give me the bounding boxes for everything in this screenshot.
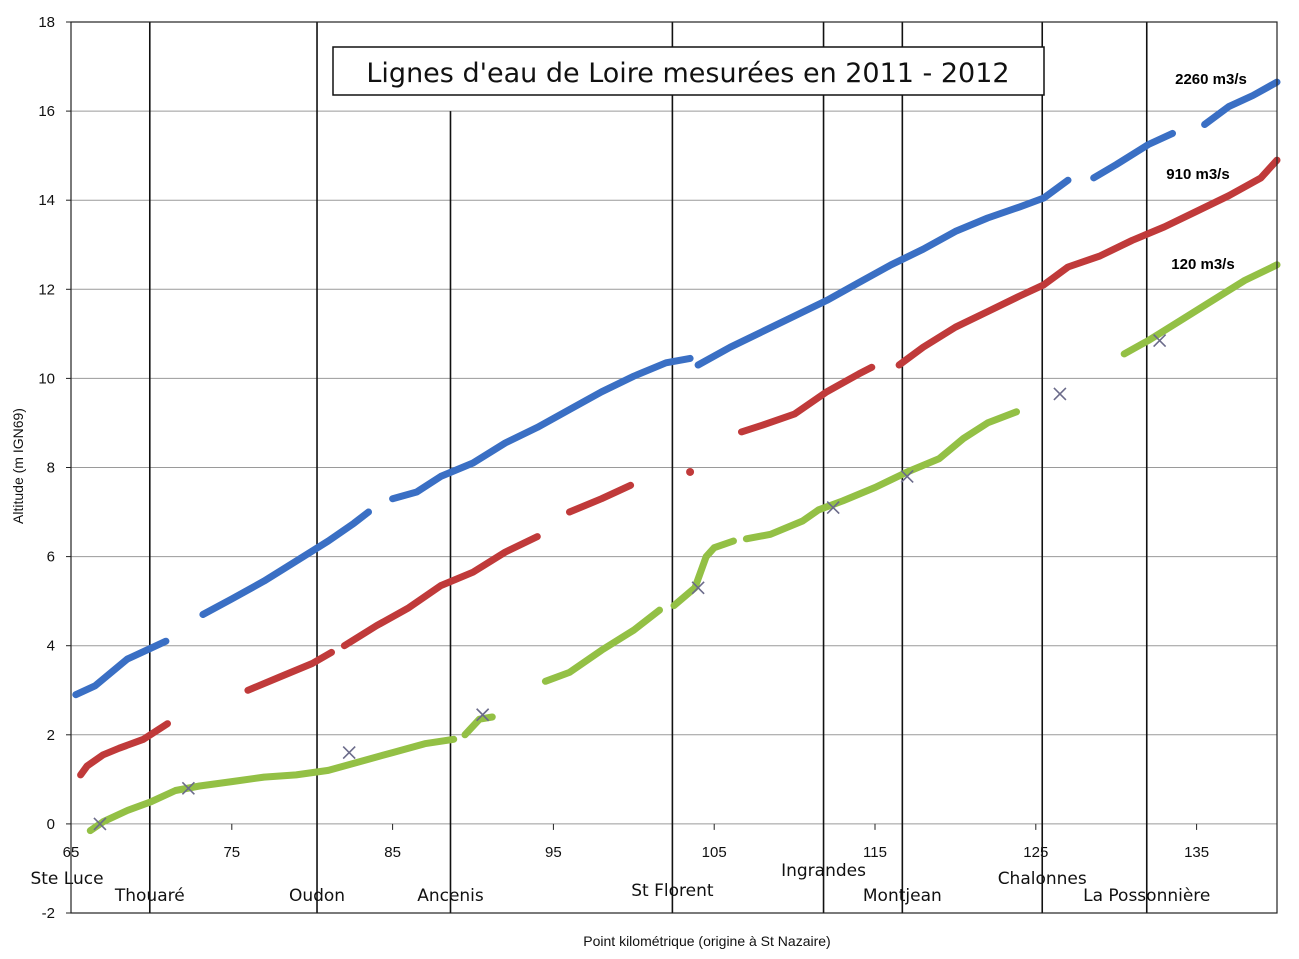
x-marker: [93, 817, 107, 831]
chart-title: Lignes d'eau de Loire mesurées en 2011 -…: [366, 58, 1009, 89]
x-marker: [900, 469, 914, 483]
y-tick-label: 8: [47, 460, 55, 477]
series-line: [694, 176, 1072, 369]
series-line: [340, 533, 541, 650]
y-tick-label: 16: [38, 103, 55, 120]
y-tick-label: 0: [47, 816, 55, 833]
x-axis-label: Point kilométrique (origine à St Nazaire…: [583, 933, 830, 949]
town-label: Oudon: [289, 886, 345, 906]
series-line: [244, 648, 335, 694]
series-line: [670, 537, 737, 610]
town-label: Ancenis: [417, 886, 484, 906]
x-marker: [181, 781, 195, 795]
series-line: [86, 735, 458, 835]
town-label: Montjean: [863, 886, 942, 906]
y-tick-label: 18: [38, 14, 55, 31]
series-label-120: 120 m3/s: [1171, 256, 1234, 273]
town-label: La Possonnière: [1083, 886, 1210, 906]
series-line: [738, 363, 876, 436]
town-lines: Ste Luce Thouaré Oudon Ancenis St Florent Ing…: [30, 22, 1210, 913]
y-tick-label: -2: [42, 905, 55, 922]
x-tick-label: 75: [223, 844, 240, 861]
x-marker: [1053, 387, 1067, 401]
tick-labels: -2 0 2 4 6 8 10 12 14 16 18 65 75 85 95 105 115 125 135: [38, 14, 1209, 922]
y-tick-label: 10: [38, 370, 55, 387]
series-label-910: 910 m3/s: [1166, 166, 1229, 183]
y-tick-label: 4: [47, 638, 55, 655]
town-label: Ingrandes: [781, 861, 866, 881]
x-tick-label: 135: [1184, 844, 1209, 861]
series-line: [541, 606, 663, 685]
series-line: [895, 156, 1281, 369]
x-tick-label: 65: [63, 844, 80, 861]
marker-group: [93, 333, 1167, 831]
x-marker: [691, 581, 705, 595]
series-line: [72, 637, 170, 699]
series-point: [686, 467, 695, 476]
series-line: [1120, 261, 1281, 358]
town-label: Thouaré: [114, 886, 185, 906]
series-line: [461, 713, 496, 739]
town-label: St Florent: [631, 881, 714, 901]
series-line: [1201, 78, 1281, 128]
series-line: [742, 408, 1020, 543]
x-marker: [476, 708, 490, 722]
x-marker: [342, 746, 356, 760]
y-tick-label: 14: [38, 192, 55, 209]
town-label: Ste Luce: [30, 869, 103, 889]
y-tick-label: 12: [38, 281, 55, 298]
y-tick-label: 6: [47, 549, 55, 566]
y-tick-label: 2: [47, 727, 55, 744]
series-line: [389, 354, 694, 503]
x-marker: [1153, 333, 1167, 348]
series-line: [566, 481, 635, 516]
series-group: [72, 78, 1281, 835]
x-tick-label: 115: [863, 844, 887, 861]
x-tick-label: 125: [1023, 844, 1048, 861]
x-tick-label: 105: [702, 844, 727, 861]
x-tick-label: 85: [384, 844, 401, 861]
series-line: [1090, 129, 1176, 182]
series-label-2260: 2260 m3/s: [1175, 71, 1247, 88]
series-labels: 2260 m3/s 910 m3/s 120 m3/s: [1166, 71, 1247, 273]
chart-title-box: Lignes d'eau de Loire mesurées en 2011 -…: [332, 46, 1045, 96]
x-tick-label: 95: [545, 844, 562, 861]
y-axis-label: Altitude (m IGN69): [10, 408, 26, 524]
series-line: [199, 508, 372, 618]
series-line: [77, 720, 171, 779]
title-frame: [332, 46, 1045, 96]
town-label: Chalonnes: [998, 869, 1087, 889]
x-marker: [826, 501, 840, 515]
